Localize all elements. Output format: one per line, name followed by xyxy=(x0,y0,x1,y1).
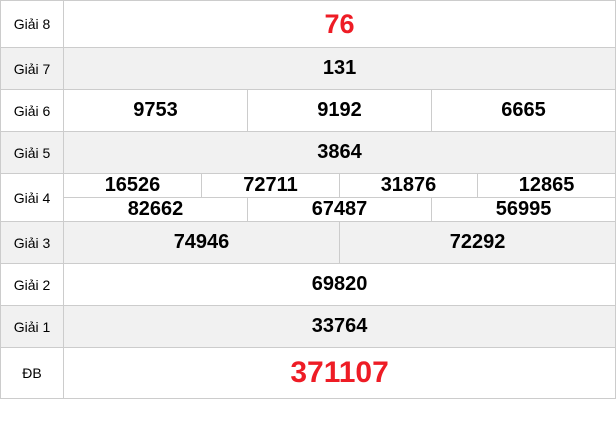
prize-row: Giải 7 131 xyxy=(0,47,616,90)
prize-row: Giải 4 16526 72711 31876 12865 xyxy=(0,173,616,222)
prize-label: Giải 4 xyxy=(0,173,64,222)
lottery-results-table: Giải 8 76 Giải 7 131 Giải 6 9753 9192 6665 Giải … xyxy=(0,0,616,399)
prize-number: 69820 xyxy=(62,263,616,306)
prize-number: 72292 xyxy=(338,221,616,264)
prize-number: 56995 xyxy=(430,197,616,222)
prize-number: 16526 xyxy=(63,173,202,198)
prize-number: 9753 xyxy=(63,89,248,132)
prize-label: Giải 8 xyxy=(0,0,64,48)
prize-number: 3864 xyxy=(62,131,616,174)
prize-table-body: Giải 8 76 Giải 7 131 Giải 6 9753 9192 6665 Giải … xyxy=(0,0,616,399)
prize-label: Giải 6 xyxy=(0,89,64,132)
prize-label: Giải 3 xyxy=(0,221,64,264)
prize-label: Giải 1 xyxy=(0,305,64,348)
prize-number: 72711 xyxy=(201,173,340,198)
prize-row: 82662 67487 56995 xyxy=(1,197,616,222)
prize-label: Giải 2 xyxy=(0,263,64,306)
prize-row: Giải 8 76 xyxy=(0,0,616,48)
prize-number: 371107 xyxy=(62,347,616,399)
prize-number: 9192 xyxy=(247,89,432,132)
prize-number: 31876 xyxy=(339,173,478,198)
prize-row: Giải 6 9753 9192 6665 xyxy=(0,89,616,132)
prize-row: Giải 5 3864 xyxy=(0,131,616,174)
prize-number: 67487 xyxy=(247,197,432,222)
prize-row: Giải 2 69820 xyxy=(0,263,616,306)
prize-row: ĐB 371107 xyxy=(0,347,616,399)
prize-number: 131 xyxy=(62,47,616,90)
prize-label: Giải 5 xyxy=(0,131,64,174)
prize-row: Giải 3 74946 72292 xyxy=(0,221,616,264)
prize-row: Giải 1 33764 xyxy=(0,305,616,348)
prize-number: 6665 xyxy=(430,89,616,132)
prize-number: 33764 xyxy=(62,305,616,348)
prize-label: Giải 7 xyxy=(0,47,64,90)
prize-number: 12865 xyxy=(476,173,616,198)
prize-number: 74946 xyxy=(63,221,340,264)
prize-number: 76 xyxy=(62,0,616,48)
prize-number: 82662 xyxy=(63,197,248,222)
prize-label: ĐB xyxy=(0,347,64,399)
